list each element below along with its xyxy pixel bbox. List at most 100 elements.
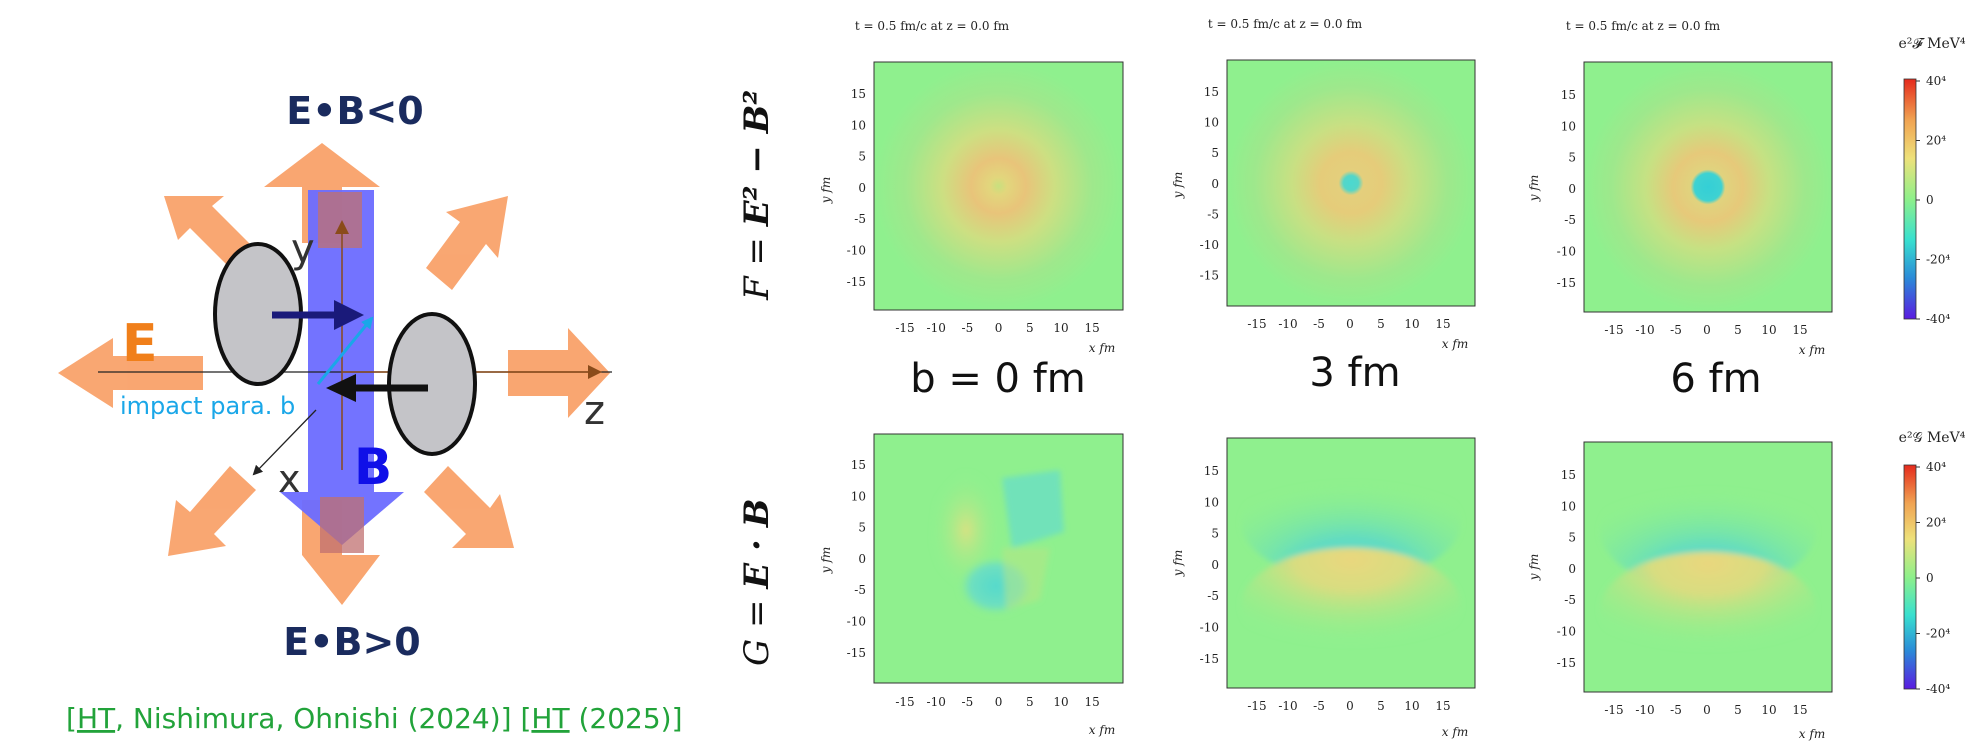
heatmap-g-b3 — [1241, 464, 1461, 664]
colorbar-tick-label: 0 — [1926, 193, 1934, 207]
colorbar-tick-label: -20⁴ — [1926, 253, 1950, 267]
arrow-left-icon — [58, 338, 203, 408]
y-axis-title: y fm — [819, 547, 833, 574]
x-tick-label: 5 — [1734, 323, 1742, 337]
y-tick-label: -15 — [1557, 276, 1576, 290]
y-tick-label: 15 — [1561, 468, 1576, 482]
x-tick-label: 15 — [1085, 321, 1100, 335]
x-tick-label: -5 — [962, 321, 974, 335]
colorbar-tick-label: -20⁴ — [1926, 627, 1950, 641]
y-tick-label: 10 — [851, 118, 866, 132]
impact-label-0: b = 0 fm — [910, 356, 1086, 402]
arrow-down-left-icon — [168, 466, 256, 556]
y-ticks: 15 10 5 0 -5 -10 -15 — [847, 87, 866, 289]
y-axis-title: y fm — [1527, 175, 1541, 202]
heatmap-g-b6 — [1600, 470, 1816, 668]
x-axis-title: x fm — [1089, 341, 1115, 355]
y-tick-label: -15 — [847, 646, 866, 660]
x-tick-label: 0 — [1703, 703, 1711, 717]
x-axis-title: x fm — [1799, 727, 1825, 741]
heatmap-g-b0 — [930, 470, 1064, 616]
panel-title: t = 0.5 fm/c at z = 0.0 fm — [855, 19, 1010, 33]
x-tick-label: -10 — [927, 695, 946, 709]
x-tick-label: -5 — [1313, 699, 1325, 713]
citation-link-1[interactable]: HT — [77, 702, 116, 735]
x-tick-label: 10 — [1053, 321, 1068, 335]
motion-arrow-left-icon — [326, 374, 428, 402]
impact-label-1: 3 fm — [1309, 350, 1400, 396]
x-tick-label: 0 — [1346, 317, 1354, 331]
x-tick-label: -15 — [1604, 703, 1623, 717]
x-tick-label: -5 — [1670, 703, 1682, 717]
arrow-right-icon — [508, 328, 610, 418]
x-tick-label: 5 — [1377, 317, 1385, 331]
y-tick-label: 5 — [1568, 531, 1576, 545]
y-tick-label: 5 — [858, 150, 866, 164]
y-tick-label: -5 — [1207, 207, 1219, 221]
y-ticks: 15 10 5 0 -5 -10 -15 — [1557, 468, 1576, 670]
x-tick-label: -10 — [1635, 323, 1654, 337]
b-field-label: B — [354, 438, 392, 496]
y-tick-label: -10 — [847, 615, 866, 629]
x-tick-label: -15 — [1247, 317, 1266, 331]
heatmap-f-b3 — [1227, 60, 1475, 306]
x-tick-label: 15 — [1792, 703, 1807, 717]
y-tick-label: -10 — [1557, 625, 1576, 639]
y-tick-label: 10 — [851, 489, 866, 503]
x-tick-label: 10 — [1404, 699, 1419, 713]
y-tick-label: 0 — [1211, 558, 1219, 572]
citation: [HT, Nishimura, Ohnishi (2024)] [HT (202… — [66, 702, 683, 735]
colorbar-tick-label: 20⁴ — [1926, 134, 1946, 148]
impact-parameter-arrow — [316, 316, 374, 385]
x-ticks: -15 -10 -5 0 5 10 15 — [1247, 317, 1450, 331]
y-tick-label: 5 — [1211, 146, 1219, 160]
colorbar-f: e²𝓕 MeV⁴ 40⁴ 20⁴ 0 -20⁴ -40⁴ — [1898, 36, 1965, 326]
arrow-up-right-icon — [426, 196, 508, 290]
g-panel-b3: 15 10 5 0 -5 -10 -15 -15 -10 -5 0 5 10 15 y fm x fm — [1171, 437, 1476, 739]
x-tick-label: 10 — [1761, 323, 1776, 337]
y-tick-label: -5 — [854, 583, 866, 597]
x-tick-label: 10 — [1404, 317, 1419, 331]
panel-title: t = 0.5 fm/c at z = 0.0 fm — [1566, 19, 1721, 33]
y-tick-label: -15 — [847, 275, 866, 289]
y-tick-label: -10 — [1200, 238, 1219, 252]
heatmap-f-b6 — [1584, 62, 1832, 312]
x-tick-label: -5 — [962, 695, 974, 709]
y-ticks: 15 10 5 0 -5 -10 -15 — [1200, 85, 1219, 283]
y-tick-label: 0 — [1568, 562, 1576, 576]
x-tick-label: 15 — [1435, 699, 1450, 713]
arrow-up-left-icon — [164, 196, 256, 272]
x-tick-label: 5 — [1026, 695, 1034, 709]
e-field-arrows — [58, 143, 610, 605]
x-tick-label: 0 — [1346, 699, 1354, 713]
x-axis-label: x — [278, 457, 301, 501]
y-tick-label: 0 — [858, 552, 866, 566]
x-tick-label: 15 — [1792, 323, 1807, 337]
colorbar-title: e²𝒢 MeV⁴ — [1899, 430, 1966, 446]
colorbar-tick-label: 40⁴ — [1926, 460, 1946, 474]
x-ticks: -15 -10 -5 0 5 10 15 — [895, 321, 1100, 335]
x-tick-label: 0 — [1703, 323, 1711, 337]
eb-positive-label: E•B>0 — [283, 620, 421, 664]
x-ticks: -15 -10 -5 0 5 10 15 — [1604, 703, 1807, 717]
y-tick-label: -15 — [1200, 652, 1219, 666]
y-tick-label: 10 — [1561, 499, 1576, 513]
colorbar-gradient — [1903, 464, 1917, 690]
citation-link-2[interactable]: HT — [531, 702, 570, 735]
x-tick-label: -15 — [1247, 699, 1266, 713]
y-tick-label: -5 — [1564, 213, 1576, 227]
e-field-label: E — [122, 314, 158, 374]
nucleus-right — [387, 312, 477, 456]
y-tick-label: 0 — [858, 181, 866, 195]
y-tick-label: 15 — [1204, 464, 1219, 478]
heatmap-f-b0 — [874, 62, 1123, 310]
y-tick-label: 10 — [1204, 116, 1219, 130]
row-label-g: G = E · B — [737, 499, 777, 666]
panel-title: t = 0.5 fm/c at z = 0.0 fm — [1208, 17, 1363, 31]
x-axis-line — [252, 409, 317, 476]
colorbar-tick-label: -40⁴ — [1926, 682, 1950, 696]
x-tick-label: 0 — [995, 321, 1003, 335]
x-tick-label: -15 — [895, 695, 914, 709]
y-tick-label: 15 — [851, 87, 866, 101]
x-tick-label: -10 — [927, 321, 946, 335]
